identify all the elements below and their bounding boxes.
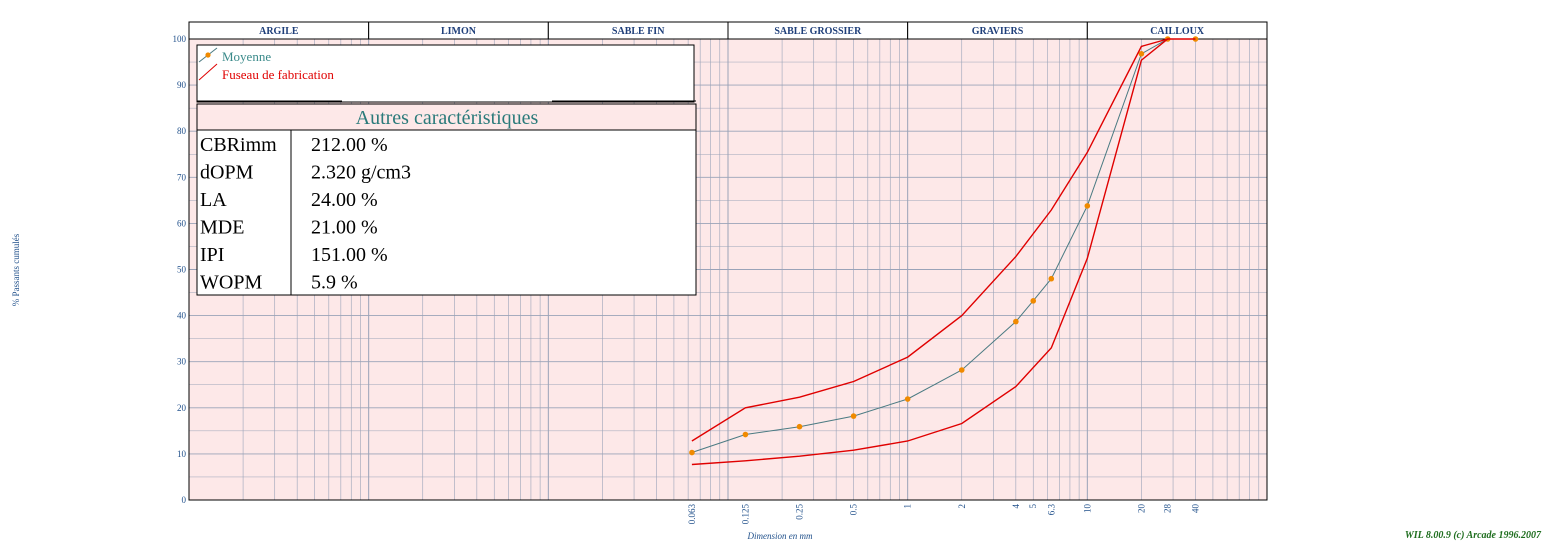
header-band-label: SABLE GROSSIER: [774, 26, 862, 37]
x-axis-label: Dimension en mm: [747, 531, 813, 541]
x-tick-label: 0.5: [849, 504, 859, 516]
series-fuseau-line: [691, 38, 1168, 442]
series-moyenne-point: [904, 396, 911, 402]
series-fuseau-line: [691, 38, 1196, 466]
property-name: IPI: [200, 244, 224, 266]
software-credit: WIL 8.00.9 (c) Arcade 1996.2007: [1405, 530, 1542, 541]
y-tick-label: 30: [177, 357, 187, 367]
series-moyenne-point: [1192, 36, 1199, 42]
property-name: MDE: [200, 217, 244, 239]
properties-rows: CBRimm 212.00 % dOPM 2.320 g/cm3 LA 24.00 % MD…: [200, 134, 411, 294]
property-value: 21.00 %: [311, 217, 378, 239]
header-band-label: ARGILE: [259, 26, 299, 37]
header-band-label: LIMON: [441, 26, 477, 37]
y-tick-label: 80: [177, 126, 187, 136]
property-value: 2.320 g/cm3: [311, 162, 411, 184]
legend-fuseau-line: [198, 63, 218, 81]
series-moyenne-point: [1013, 318, 1019, 325]
properties-box: [196, 103, 697, 296]
x-tick-labels: 0.063 0.125 0.25 0.5 1 2 4 5 6.3 10 20 28 40: [687, 504, 1201, 525]
property-name: CBRimm: [200, 134, 277, 156]
y-axis-label: % Passants cumulés: [11, 233, 21, 306]
legend-mean-label: Moyenne: [222, 49, 271, 64]
property-name: dOPM: [200, 162, 254, 184]
property-value: 5.9 %: [311, 272, 358, 294]
header-band-label: GRAVIERS: [972, 26, 1024, 37]
header-band-label: CAILLOUX: [1150, 26, 1205, 37]
x-tick-label: 0.063: [687, 504, 697, 525]
series-moyenne-point: [796, 423, 803, 430]
series-moyenne-point: [1084, 203, 1091, 209]
y-tick-label: 10: [177, 449, 187, 459]
y-tick-label: 0: [182, 495, 187, 505]
property-value: 151.00 %: [311, 244, 388, 266]
series-moyenne-point: [689, 449, 695, 456]
series-moyenne-point: [1030, 298, 1037, 304]
x-tick-label: 6.3: [1046, 504, 1056, 516]
x-tick-label: 0.25: [794, 504, 804, 520]
series-moyenne-point: [958, 367, 965, 373]
y-tick-label: 70: [177, 172, 187, 182]
series: [689, 36, 1199, 466]
series-moyenne-point: [742, 431, 749, 438]
y-tick-label: 40: [177, 311, 187, 321]
property-value: 212.00 %: [311, 134, 388, 156]
x-tick-label: 2: [957, 504, 967, 509]
x-tick-label: 28: [1163, 504, 1173, 514]
y-tick-labels: 0 10 20 30 40 50 60 70 80 90 100: [173, 34, 187, 505]
series-moyenne-point: [1138, 50, 1145, 57]
y-tick-label: 20: [177, 403, 187, 413]
series-moyenne-point: [850, 413, 857, 419]
legend-fuseau-label: Fuseau de fabrication: [222, 67, 334, 82]
y-tick-label: 100: [173, 34, 187, 44]
series-moyenne-point: [1048, 275, 1055, 282]
y-tick-label: 90: [177, 80, 187, 90]
properties-title: Autres caractéristiques: [356, 107, 539, 129]
x-tick-label: 20: [1136, 504, 1146, 514]
property-name: WOPM: [200, 272, 262, 294]
properties-table: Autres caractéristiques CBRimm 212.00 % dO…: [196, 100, 697, 296]
properties-title-bar: [196, 103, 697, 131]
x-tick-label: 10: [1082, 504, 1092, 514]
header-band-label: SABLE FIN: [612, 26, 665, 37]
x-tick-label: 1: [903, 504, 913, 509]
y-tick-label: 50: [177, 265, 187, 275]
property-name: LA: [200, 189, 227, 211]
x-tick-label: 0.125: [740, 504, 750, 525]
legend: Moyenne Fuseau de fabrication: [196, 44, 695, 103]
property-value: 24.00 %: [311, 189, 378, 211]
x-tick-label: 40: [1191, 504, 1201, 514]
x-tick-label: 5: [1028, 504, 1038, 509]
legend-box: [196, 44, 695, 103]
header-bands: ARGILE LIMON SABLE FIN SABLE GROSSIER GRAVIE…: [188, 21, 1268, 40]
x-tick-label: 4: [1011, 504, 1021, 509]
legend-mean-marker: [205, 52, 211, 58]
y-tick-label: 60: [177, 218, 187, 228]
